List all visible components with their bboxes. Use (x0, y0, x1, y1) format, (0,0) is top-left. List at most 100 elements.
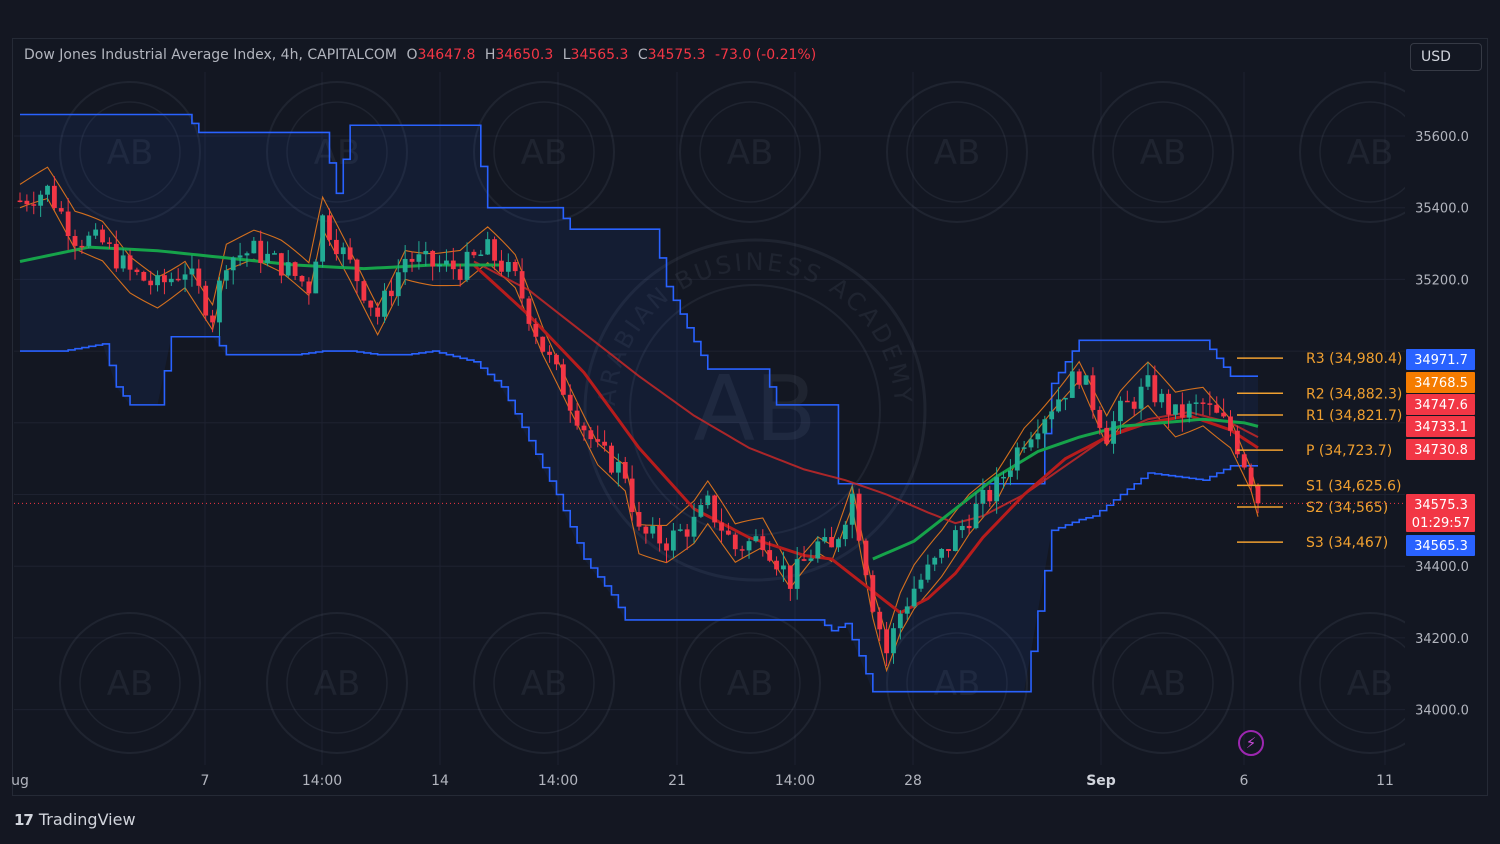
candle-body (450, 260, 456, 270)
candle-body (581, 425, 587, 431)
candle-body (1056, 399, 1061, 412)
price-label-box (1406, 349, 1475, 370)
candle-body (1234, 430, 1240, 455)
candle-body (980, 489, 986, 504)
candle-body (79, 245, 85, 248)
candle-body (808, 558, 814, 561)
candle-body (526, 298, 532, 324)
low-label: L (562, 47, 571, 63)
candle-body (815, 541, 821, 559)
candle-body (609, 445, 614, 473)
candle-body (93, 229, 99, 236)
candle-body (141, 271, 147, 281)
candle-body (1145, 375, 1151, 387)
watermark-seal-inner (1112, 632, 1214, 734)
price-label-value: 34747.6 (1414, 398, 1468, 413)
candle-body (959, 525, 965, 531)
watermark-monogram: AB (1140, 664, 1187, 704)
candle-body (499, 260, 504, 272)
candle-body (437, 264, 442, 267)
candle-body (595, 439, 601, 442)
candle-body (285, 262, 291, 276)
price-label-box (1406, 372, 1475, 393)
candle-body (333, 239, 339, 255)
candle-body (987, 489, 993, 502)
price-label-value: 34575.3 (1414, 498, 1468, 513)
candle-body (58, 208, 64, 212)
candle-body (904, 606, 910, 614)
tradingview-brand[interactable]: 17 TradingView (14, 810, 136, 829)
candle-body (891, 628, 896, 654)
candle-body (457, 269, 463, 280)
price-label-value: 34768.5 (1414, 376, 1468, 391)
pivot-label-s2: S2 (34,565) (1306, 500, 1388, 516)
candle-body (361, 281, 367, 301)
watermark-seal (59, 81, 201, 223)
channel-upper-line (20, 113, 1258, 485)
candle-body (753, 536, 759, 542)
candle-body (1248, 467, 1254, 485)
candle-body (162, 275, 167, 283)
candle-body (38, 194, 44, 206)
pivot-label-r1: R1 (34,821.7) (1306, 408, 1402, 424)
candle-body (1028, 439, 1034, 448)
watermark-seal-inner (493, 632, 595, 734)
candle-body (1035, 433, 1041, 440)
candle-body (430, 250, 436, 267)
watermark-seal (59, 612, 201, 754)
low-value: 34565.3 (570, 47, 629, 63)
watermark-seal-inner (906, 101, 1008, 203)
candle-body (966, 525, 972, 529)
pivot-label-r2: R2 (34,882.3) (1306, 386, 1402, 402)
x-tick-label: 14 (431, 773, 449, 789)
price-label-value: 34971.7 (1414, 353, 1468, 368)
watermark-monogram: AB (107, 664, 154, 704)
candle-body (409, 258, 415, 262)
candle-body (1159, 393, 1165, 403)
x-tick-label: 21 (668, 773, 686, 789)
candle-body (134, 269, 140, 272)
candle-body (1083, 375, 1089, 385)
candle-body (1104, 427, 1110, 444)
candle-body (478, 254, 484, 257)
watermark-monogram: AB (314, 664, 361, 704)
watermark-seal (1092, 81, 1234, 223)
watermark-seal (679, 81, 821, 223)
candle-body (554, 354, 559, 365)
candle-body (643, 526, 649, 534)
candle-body (299, 275, 305, 282)
watermark-seal-inner (906, 632, 1008, 734)
candle-body (657, 525, 663, 544)
watermark-seal-large-inner (629, 284, 881, 536)
candle-body (746, 541, 752, 551)
candle-body (588, 430, 594, 440)
watermark-monogram: AB (521, 664, 568, 704)
candle-body (533, 323, 539, 337)
lightning-icon[interactable]: ⚡ (1238, 730, 1264, 756)
watermark-monogram: AB (727, 664, 774, 704)
candle-body (712, 495, 718, 523)
candle-body (382, 290, 387, 317)
candle-body (629, 478, 635, 513)
candle-body (1255, 484, 1261, 504)
y-tick-label: 35400.0 (1415, 202, 1469, 217)
candle-body (272, 253, 277, 255)
close-value: 34575.3 (647, 47, 706, 63)
ma-red-fast-line (472, 263, 1259, 615)
candle-body (849, 493, 855, 525)
y-tick-label: 34200.0 (1415, 632, 1469, 647)
candle-body (512, 261, 518, 272)
candle-body (863, 540, 869, 576)
high-value: 34650.3 (495, 47, 554, 63)
candle-body (705, 495, 711, 506)
candle-body (1014, 447, 1020, 471)
candle-body (505, 261, 511, 272)
open-label: O (406, 47, 418, 63)
candle-body (1008, 470, 1013, 477)
candle-body (918, 579, 924, 589)
candle-body (347, 247, 353, 260)
currency-button[interactable]: USD (1410, 43, 1482, 71)
candle-body (615, 461, 621, 473)
